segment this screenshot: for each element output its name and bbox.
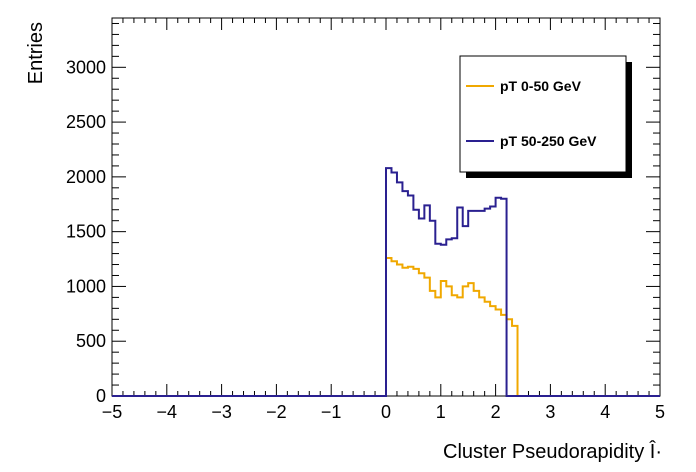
series-group bbox=[112, 167, 660, 397]
x-tick-label: −1 bbox=[321, 402, 342, 422]
x-tick-labels: −5 −4 −3 −2 −1 0 1 2 3 4 5 bbox=[102, 402, 665, 422]
x-tick-label: 0 bbox=[381, 402, 391, 422]
y-tick-label: 3000 bbox=[66, 57, 106, 77]
x-tick-label: −4 bbox=[157, 402, 178, 422]
x-tick-label: −5 bbox=[102, 402, 123, 422]
x-tick-label: 3 bbox=[545, 402, 555, 422]
y-tick-label: 2500 bbox=[66, 112, 106, 132]
x-tick-label: −3 bbox=[211, 402, 232, 422]
x-tick-label: 4 bbox=[600, 402, 610, 422]
y-tick-label: 1000 bbox=[66, 276, 106, 296]
series-line-1 bbox=[112, 167, 660, 397]
legend-box bbox=[459, 55, 627, 173]
legend-label-pt-0-50: pT 0-50 GeV bbox=[500, 78, 582, 94]
x-tick-label: −2 bbox=[266, 402, 287, 422]
x-axis-title: Cluster Pseudorapidity Î· bbox=[443, 440, 662, 463]
y-tick-label: 2000 bbox=[66, 167, 106, 187]
axis-ticks bbox=[111, 18, 661, 397]
y-tick-labels: 0 500 1000 1500 2000 2500 3000 bbox=[66, 57, 106, 406]
series-line-0 bbox=[112, 256, 660, 397]
legend-label-pt-50-250: pT 50-250 GeV bbox=[500, 133, 597, 149]
y-tick-label: 0 bbox=[96, 386, 106, 406]
y-tick-label: 1500 bbox=[66, 222, 106, 242]
x-tick-label: 2 bbox=[491, 402, 501, 422]
x-tick-label: 5 bbox=[655, 402, 665, 422]
x-tick-label: 1 bbox=[436, 402, 446, 422]
y-axis-title: Entries bbox=[25, 22, 47, 84]
legend: pT 0-50 GeV pT 50-250 GeV bbox=[459, 55, 632, 178]
y-tick-label: 500 bbox=[76, 331, 106, 351]
